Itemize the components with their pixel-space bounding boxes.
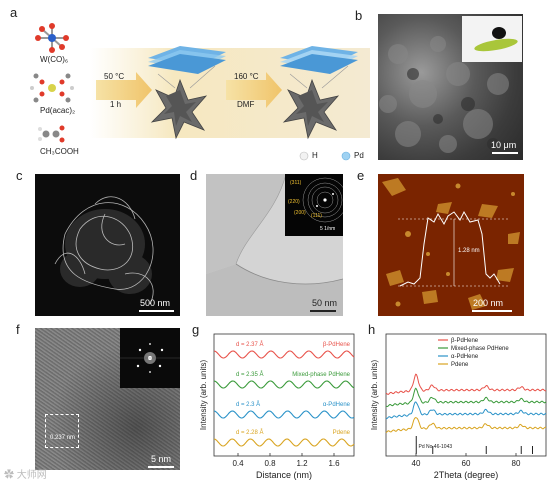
xrd-pattern-line — [385, 387, 547, 408]
plot-frame-g — [213, 333, 355, 457]
panel-h-letter: h — [368, 322, 376, 337]
d-spacing-label: d = 2.28 Å — [236, 429, 264, 436]
tem-image-c — [35, 174, 180, 316]
sem-image — [378, 14, 523, 160]
reagent-wco6: W(CO)₆ — [40, 55, 69, 64]
reaction-arrow-1-icon — [96, 72, 152, 108]
x-tick-label: 0.4 — [232, 459, 244, 468]
panel-g-letter: g — [192, 322, 200, 337]
scale-label-c: 500 nm — [140, 298, 171, 308]
fft-inset — [120, 328, 180, 388]
panel-a-letter: a — [10, 5, 18, 20]
series-label: Mixed-phase PdHene — [292, 372, 350, 378]
saed-inset — [285, 174, 343, 236]
scalebar-d — [310, 310, 336, 312]
x-tick-label: 80 — [512, 459, 521, 468]
legend-label: α-PdHene — [451, 354, 479, 360]
wco6-molecule-icon — [35, 23, 69, 53]
synthesis-scheme — [30, 23, 370, 161]
panel-b-letter: b — [355, 8, 363, 23]
reaction-arrow-2-icon — [226, 72, 282, 108]
plot-frame-h — [385, 333, 547, 457]
x-tick-label: 0.8 — [264, 459, 276, 468]
saed-ring-111: (111) — [311, 213, 322, 219]
profile-line — [213, 410, 355, 419]
series-label: Pdene — [333, 430, 351, 436]
tem-image-d — [206, 174, 343, 316]
legend-label: β-PdHene — [451, 338, 479, 344]
series-label: β-PdHene — [323, 342, 351, 348]
legend-label: Pdene — [451, 362, 469, 368]
panel-f-letter: f — [16, 322, 20, 337]
step2-temp: 160 °C — [234, 72, 259, 81]
x-tick-label: 60 — [462, 459, 471, 468]
xrd-pattern-line — [385, 417, 547, 434]
panel-c-letter: c — [16, 168, 23, 183]
pdacac-molecule-icon — [30, 73, 74, 103]
sem-inset-photo — [462, 16, 522, 62]
scale-label-f: 5 nm — [151, 454, 172, 464]
xrd-chart: β-PdHene Mixed-phase PdHene α-PdHene Pdene P… — [370, 333, 547, 480]
saed-inset-scale: 5 1/nm — [320, 226, 336, 232]
scalebar-c — [139, 310, 174, 312]
saed-ring-311: (311) — [290, 180, 302, 186]
reagent-pdacac: Pd(acac)₂ — [40, 106, 76, 115]
acetic-acid-molecule-icon — [38, 125, 65, 143]
step2-solvent: DMF — [237, 100, 255, 109]
panel-e-letter: e — [357, 168, 365, 183]
x-tick-label: 1.6 — [328, 459, 340, 468]
series-label: α-PdHene — [323, 402, 351, 408]
afm-image — [378, 174, 524, 316]
d-spacing-label: d = 2.37 Å — [236, 341, 264, 348]
afm-height-label: 1.28 nm — [458, 248, 480, 254]
saed-ring-220: (220) — [288, 199, 300, 205]
x-tick-label: 40 — [412, 459, 421, 468]
reference-label: Pd No.46-1043 — [419, 444, 453, 450]
palladium-atom-icon — [341, 151, 351, 161]
line-profile-chart: d = 2.37 Å β-PdHene d = 2.35 Å Mixed-phase … — [199, 333, 355, 480]
profile-line — [213, 350, 355, 359]
scale-label-e: 200 nm — [473, 298, 504, 308]
profile-line — [213, 380, 355, 389]
panel-d-letter: d — [190, 168, 198, 183]
scalebar-f — [148, 466, 174, 468]
y-axis-label: Intensity (arb. units) — [199, 360, 208, 431]
x-axis-label: Distance (nm) — [256, 470, 312, 480]
layered-sheet-1-icon — [148, 46, 226, 89]
legend-label: Mixed-phase PdHene — [451, 346, 509, 352]
scale-label-d: 50 nm — [312, 298, 338, 308]
reagent-acetic: CH₃COOH — [40, 147, 79, 156]
d-spacing-label: d = 2.35 Å — [236, 371, 264, 378]
scalebar-b — [492, 152, 518, 154]
nanoflower-2-icon — [282, 78, 340, 140]
scalebar-e — [472, 310, 512, 312]
d-spacing-label: d = 2.3 Å — [236, 401, 260, 408]
lattice-spacing-label: 0.237 nm — [50, 435, 76, 441]
x-tick-label: 1.2 — [296, 459, 308, 468]
y-axis-label: Intensity (arb. units) — [370, 360, 379, 431]
hrtem-image — [35, 328, 180, 470]
step1-time: 1 h — [110, 100, 122, 109]
watermark: ✿ 大师网 — [4, 470, 47, 481]
x-axis-label: 2Theta (degree) — [434, 470, 499, 480]
step1-temp: 50 °C — [104, 72, 125, 81]
legend-pd-label: Pd — [354, 151, 364, 160]
legend-h-label: H — [312, 151, 318, 160]
hydrogen-atom-icon — [299, 151, 309, 161]
xrd-pattern-line — [385, 373, 547, 395]
scale-label-b: 10 μm — [491, 140, 517, 150]
layered-sheet-2-icon — [280, 46, 358, 89]
saed-ring-200: (200) — [294, 210, 306, 216]
nanoflower-1-icon — [150, 78, 208, 140]
lattice-box — [45, 414, 79, 448]
xrd-pattern-line — [386, 401, 547, 420]
profile-line — [213, 438, 355, 447]
